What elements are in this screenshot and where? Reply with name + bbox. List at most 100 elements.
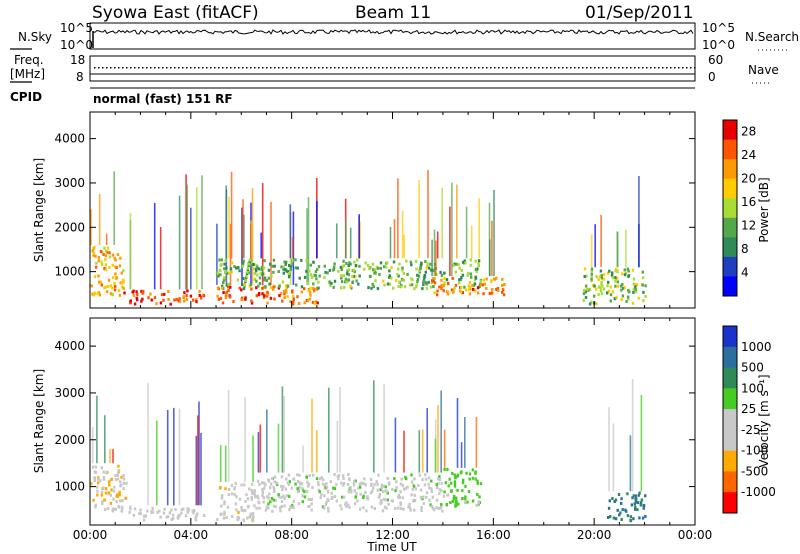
echo-cell	[244, 278, 247, 282]
echo-cell	[642, 290, 645, 294]
freq-label-2: [MHz]	[10, 67, 45, 81]
echo-cell	[238, 269, 241, 273]
echo-cell	[369, 491, 373, 495]
echo-cell	[421, 287, 424, 291]
echo-cell	[584, 295, 588, 299]
echo-cell	[329, 284, 332, 288]
echo-cell	[248, 271, 251, 275]
echo-cell	[644, 514, 647, 518]
freq-dot	[218, 67, 220, 69]
echo-cell	[634, 285, 637, 289]
echo-cell	[184, 514, 188, 518]
colorbar-tick-label: 8	[741, 242, 749, 256]
echo-cell	[230, 483, 234, 487]
echo-cell	[399, 501, 402, 505]
echo-cell	[461, 481, 465, 485]
echo-cell	[300, 482, 304, 486]
echo-cell	[265, 294, 269, 298]
echo-cell	[634, 500, 638, 504]
freq-dot	[286, 67, 288, 69]
echo-cell	[261, 292, 264, 296]
echo-cell	[592, 284, 595, 288]
echo-cell	[289, 505, 292, 509]
echo-streak	[129, 213, 132, 290]
echo-cell	[272, 285, 275, 289]
echo-cell	[269, 482, 273, 486]
freq-dot	[178, 67, 180, 69]
echo-streak	[260, 232, 262, 259]
echo-cell	[296, 295, 299, 299]
velocity-colorbar-label: Velocity [m s⁻¹]	[757, 374, 771, 467]
echo-cell	[582, 288, 586, 292]
echo-cell	[305, 489, 309, 493]
echo-cell	[614, 279, 617, 283]
echo-cell	[590, 267, 594, 271]
echo-cell	[261, 488, 264, 491]
freq-dot	[502, 67, 504, 69]
freq-dot	[630, 67, 632, 69]
echo-cell	[476, 286, 480, 290]
echo-cell	[582, 292, 586, 296]
echo-cell	[419, 488, 423, 492]
echo-cell	[253, 267, 256, 271]
echo-cell	[642, 299, 645, 303]
echo-cell	[172, 513, 175, 517]
echo-cell	[413, 477, 416, 481]
echo-cell	[398, 262, 401, 266]
echo-cell	[340, 286, 343, 290]
freq-tick-top: 18	[70, 53, 85, 67]
echo-cell	[427, 280, 430, 284]
echo-cell	[346, 269, 349, 273]
echo-cell	[193, 509, 196, 512]
echo-cell	[436, 293, 439, 297]
freq-dot	[454, 67, 456, 69]
echo-cell	[107, 491, 111, 495]
echo-cell	[340, 481, 343, 485]
echo-cell	[319, 496, 322, 499]
freq-dot	[330, 67, 332, 69]
echo-cell	[477, 264, 480, 267]
echo-cell	[440, 283, 443, 287]
echo-cell	[356, 499, 359, 503]
echo-cell	[231, 261, 234, 265]
echo-cell	[386, 282, 390, 286]
echo-cell	[638, 516, 641, 520]
freq-dot	[658, 67, 660, 69]
freq-dot	[170, 67, 172, 69]
nsky-panel: N.Sky 10^5 10^0 10^5 10^0 N.Search	[10, 21, 799, 52]
echo-cell	[468, 472, 472, 476]
echo-cell	[287, 275, 291, 279]
echo-cell	[590, 272, 593, 276]
echo-cell	[284, 260, 288, 264]
echo-cell	[223, 502, 226, 506]
echo-streak	[201, 175, 203, 290]
echo-streak	[243, 214, 245, 259]
echo-cell	[354, 495, 357, 499]
echo-cell	[384, 485, 387, 489]
echo-cell	[216, 271, 220, 275]
echo-cell	[294, 482, 297, 486]
echo-cell	[122, 481, 125, 485]
echo-cell	[327, 509, 330, 513]
echo-cell	[309, 263, 312, 267]
echo-streak	[328, 387, 330, 473]
echo-cell	[251, 516, 255, 520]
echo-cell	[425, 282, 428, 286]
freq-dot	[626, 67, 628, 69]
echo-cell	[257, 284, 260, 288]
freq-dot	[222, 67, 224, 69]
echo-cell	[333, 495, 337, 499]
echo-cell	[220, 263, 223, 266]
echo-cell	[450, 490, 453, 493]
echo-cell	[133, 507, 137, 511]
echo-cell	[97, 476, 100, 480]
freq-dot	[318, 67, 320, 69]
echo-cell	[353, 479, 356, 483]
freq-dot	[438, 67, 440, 69]
echo-cell	[640, 498, 644, 502]
echo-cell	[446, 290, 449, 293]
echo-cell	[122, 280, 125, 284]
freq-dot	[158, 67, 160, 69]
freq-dot	[226, 67, 228, 69]
echo-cell	[107, 284, 110, 288]
